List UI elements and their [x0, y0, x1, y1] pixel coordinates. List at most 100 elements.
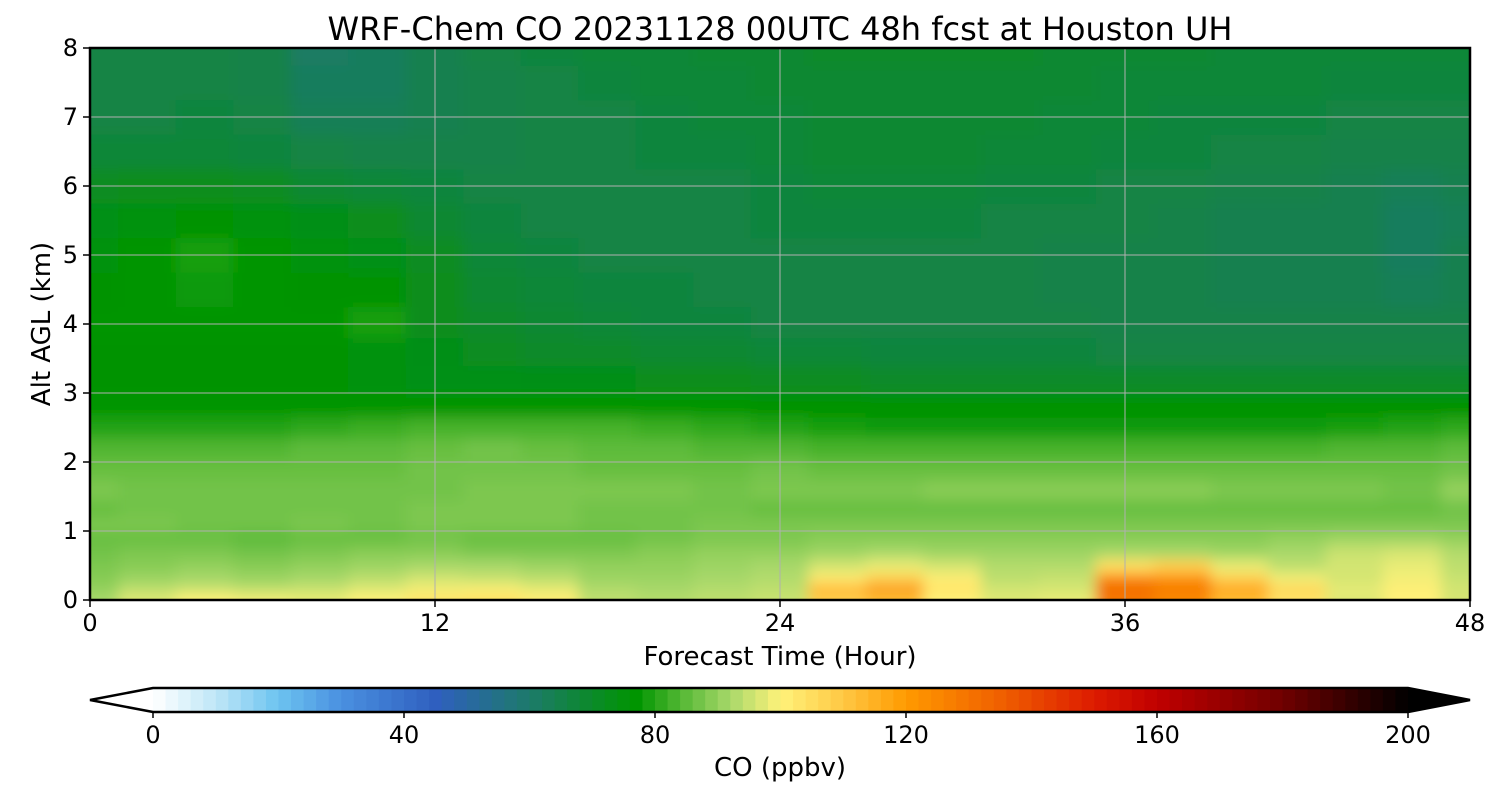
colorbar-segment: [993, 688, 1007, 712]
heatmap-cell: [90, 306, 120, 339]
heatmap-cell: [118, 392, 177, 418]
heatmap-cell: [1325, 306, 1385, 339]
heatmap-cell: [1153, 337, 1212, 366]
heatmap-cell: [118, 544, 177, 560]
colorbar-segment: [153, 688, 167, 712]
heatmap-cell: [865, 571, 925, 585]
heatmap-cell: [1210, 499, 1270, 518]
colorbar-segments: [153, 688, 1409, 712]
heatmap-cell: [1038, 458, 1097, 480]
heatmap-cell: [520, 271, 580, 308]
heatmap-cell: [1383, 558, 1442, 573]
heatmap-cell: [1268, 392, 1327, 418]
plot-area: [88, 46, 1472, 602]
heatmap-cell: [1210, 364, 1270, 394]
heatmap-cell: [520, 64, 580, 101]
heatmap-cell: [635, 558, 695, 573]
heatmap-cell: [290, 133, 350, 170]
heatmap-cell: [1440, 337, 1470, 366]
heatmap-cell: [808, 133, 867, 170]
heatmap-cell: [1268, 416, 1327, 439]
heatmap-cell: [1268, 530, 1327, 546]
heatmap-cell: [865, 337, 925, 366]
heatmap-cell: [865, 48, 925, 66]
heatmap-cell: [520, 48, 580, 66]
heatmap-cell: [1038, 530, 1097, 546]
colorbar-segment: [190, 688, 204, 712]
heatmap-cell: [923, 478, 982, 501]
heatmap-cell: [1268, 64, 1327, 101]
heatmap-cell: [635, 530, 695, 546]
heatmap-cell: [693, 416, 752, 439]
heatmap-cell: [1038, 558, 1097, 573]
colorbar-segment: [855, 688, 869, 712]
x-tick-label: 24: [765, 609, 796, 637]
heatmap-cell: [1038, 416, 1097, 439]
heatmap-cell: [1038, 306, 1097, 339]
heatmap-cell: [118, 583, 177, 594]
heatmap-cell: [980, 271, 1040, 308]
heatmap-cell: [1268, 133, 1327, 170]
heatmap-cell: [980, 499, 1040, 518]
colorbar-segment: [1106, 688, 1120, 712]
heatmap-cell: [635, 458, 695, 480]
colorbar-segment: [755, 688, 769, 712]
heatmap-cell: [175, 337, 235, 366]
colorbar-segment: [1332, 688, 1346, 712]
heatmap-cell: [923, 202, 982, 239]
heatmap-cell: [578, 583, 637, 594]
heatmap-cell: [635, 478, 695, 501]
colorbar-segment: [918, 688, 932, 712]
colorbar-segment: [416, 688, 430, 712]
heatmap-cell: [90, 499, 120, 518]
heatmap-cell: [923, 437, 982, 460]
heatmap-cell: [1268, 437, 1327, 460]
heatmap-cell: [980, 558, 1040, 573]
heatmap-cell: [1038, 337, 1097, 366]
heatmap-cell: [118, 592, 177, 600]
heatmap-cell: [1038, 583, 1097, 594]
heatmap-cell: [118, 306, 177, 339]
colorbar-segment: [730, 688, 744, 712]
colorbar-segment: [1395, 688, 1409, 712]
heatmap-cell: [865, 133, 925, 170]
heatmap-cell: [980, 544, 1040, 560]
heatmap-cell: [1153, 558, 1212, 573]
heatmap-cell: [463, 306, 522, 339]
heatmap-cell: [90, 437, 120, 460]
colorbar-segment: [1131, 688, 1146, 712]
heatmap-cell: [175, 364, 235, 394]
heatmap-cell: [348, 499, 407, 518]
heatmap-cell: [118, 202, 177, 239]
heatmap-cell: [463, 48, 522, 66]
heatmap-cell: [290, 202, 350, 239]
heatmap-cell: [175, 478, 235, 501]
heatmap-cell: [1210, 202, 1270, 239]
heatmap-cell: [1268, 306, 1327, 339]
grid-lines: [90, 48, 1470, 600]
heatmap-cell: [693, 48, 752, 66]
heatmap-cell: [90, 133, 120, 170]
heatmap-cell: [175, 133, 235, 170]
heatmap-cell: [635, 48, 695, 66]
heatmap-cell: [175, 530, 235, 546]
heatmap-cell: [520, 306, 580, 339]
colorbar-segment: [604, 688, 618, 712]
heatmap-cell: [175, 516, 235, 532]
heatmap-cell: [290, 48, 350, 66]
colorbar-segment: [178, 688, 192, 712]
heatmap-cell: [1383, 478, 1442, 501]
heatmap-cell: [1383, 516, 1442, 532]
heatmap-cell: [1440, 306, 1470, 339]
colorbar-segment: [303, 688, 317, 712]
heatmap-cell: [233, 271, 292, 308]
heatmap-cell: [635, 271, 695, 308]
heatmap-cell: [118, 499, 177, 518]
heatmap-cell: [1440, 499, 1470, 518]
heatmap-cell: [520, 478, 580, 501]
colorbar-segment: [780, 688, 794, 712]
heatmap-cell: [865, 271, 925, 308]
y-axis-label: Alt AGL (km): [27, 242, 57, 406]
heatmap-cell: [808, 458, 867, 480]
colorbar-segment: [968, 688, 982, 712]
